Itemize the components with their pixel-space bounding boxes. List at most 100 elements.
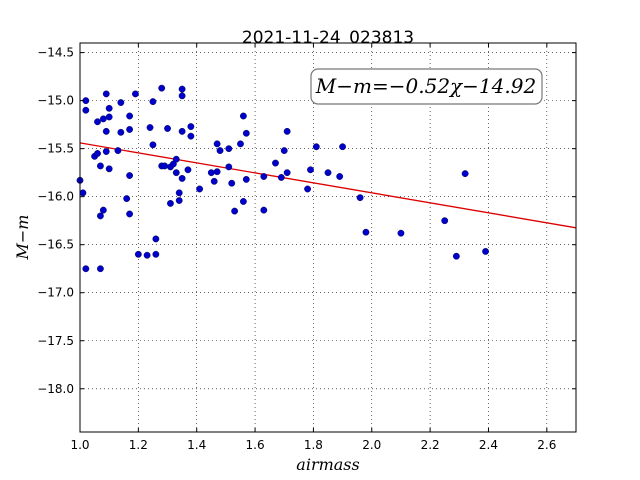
- data-point: [196, 185, 204, 193]
- data-point: [172, 155, 180, 163]
- data-point: [102, 148, 110, 155]
- data-point: [225, 163, 233, 171]
- data-point: [213, 168, 221, 176]
- data-point: [126, 112, 134, 120]
- data-point: [307, 166, 314, 174]
- data-point: [207, 169, 215, 177]
- fit-line: [79, 142, 577, 229]
- data-point: [149, 141, 157, 149]
- x-tick-label: 2.0: [362, 438, 381, 452]
- data-point: [283, 169, 291, 177]
- y-tick-label: −14.5: [37, 46, 74, 60]
- data-point: [187, 123, 195, 130]
- data-point: [105, 113, 113, 121]
- data-point: [225, 145, 233, 153]
- data-point: [260, 206, 268, 214]
- data-point: [242, 175, 250, 183]
- y-axis-label: M−m: [13, 215, 32, 261]
- data-point: [184, 166, 192, 174]
- data-point: [79, 189, 87, 197]
- fit-equation-box: M−m=−0.52χ−14.92: [310, 68, 543, 105]
- data-point: [228, 179, 236, 187]
- data-point: [231, 207, 239, 215]
- data-point: [187, 132, 195, 140]
- data-point: [102, 90, 110, 98]
- data-point: [260, 173, 268, 180]
- data-point: [152, 235, 160, 243]
- data-point: [461, 170, 469, 178]
- plot-frame: [79, 42, 577, 433]
- data-point: [99, 115, 107, 123]
- axis-ticks: 1.0 1.2 1.4 1.6 1.8 2.0 2.2 2.4 2.6 −14.5 −15.0 −15…: [37, 43, 576, 452]
- fit-line-group: [79, 142, 577, 229]
- data-point: [114, 147, 122, 154]
- y-tick-label: −15.5: [37, 142, 74, 156]
- data-point: [158, 84, 166, 92]
- data-point: [441, 217, 449, 225]
- data-point: [97, 265, 104, 273]
- data-point: [134, 250, 142, 258]
- data-point: [105, 104, 113, 112]
- data-point: [126, 126, 134, 133]
- data-point: [178, 127, 186, 135]
- data-point: [362, 228, 370, 236]
- data-point: [175, 189, 183, 197]
- data-point: [175, 197, 183, 204]
- data-point: [356, 194, 364, 202]
- data-point: [210, 177, 218, 185]
- y-tick-label: −15.0: [37, 94, 74, 108]
- data-point: [97, 212, 104, 220]
- data-point: [237, 140, 244, 148]
- data-point: [97, 162, 104, 170]
- x-tick-label: 1.2: [129, 438, 148, 452]
- data-point: [132, 90, 139, 98]
- data-point: [126, 172, 134, 179]
- data-point: [143, 251, 151, 259]
- x-tick-label: 1.4: [187, 438, 206, 452]
- plot-area: [80, 43, 576, 432]
- fit-equation: M−m=−0.52χ−14.92: [315, 74, 536, 98]
- data-point: [178, 92, 186, 100]
- data-point: [277, 174, 285, 181]
- data-point: [336, 173, 344, 180]
- data-point: [304, 185, 311, 193]
- data-point: [452, 252, 460, 260]
- x-tick-label: 2.4: [479, 438, 498, 452]
- y-tick-label: −18.0: [37, 382, 74, 396]
- data-point: [167, 200, 174, 207]
- data-point: [146, 124, 154, 131]
- y-tick-label: −16.5: [37, 238, 74, 252]
- data-point: [242, 129, 250, 137]
- data-point: [82, 265, 90, 273]
- x-tick-label: 1.0: [70, 438, 89, 452]
- data-point: [324, 169, 332, 177]
- data-point: [82, 106, 90, 114]
- data-point: [152, 250, 160, 258]
- data-point: [105, 165, 113, 173]
- data-points: [76, 84, 489, 273]
- data-point: [178, 175, 186, 182]
- data-point: [102, 127, 110, 135]
- data-point: [213, 140, 221, 148]
- data-point: [339, 143, 346, 151]
- data-point: [397, 229, 405, 237]
- data-point: [94, 118, 101, 126]
- y-tick-label: −16.0: [37, 190, 74, 204]
- data-point: [149, 98, 157, 105]
- data-point: [117, 128, 125, 136]
- data-point: [117, 99, 125, 106]
- data-point: [239, 198, 247, 205]
- data-point: [312, 143, 320, 151]
- y-tick-label: −17.5: [37, 334, 74, 348]
- data-point: [283, 127, 291, 135]
- data-point: [482, 248, 489, 255]
- data-point: [94, 150, 101, 157]
- data-point: [123, 195, 131, 203]
- data-point: [172, 169, 180, 177]
- x-axis-label: airmass: [296, 455, 359, 474]
- data-point: [280, 147, 288, 154]
- data-point: [272, 159, 279, 167]
- data-point: [126, 210, 134, 218]
- data-point: [239, 112, 247, 120]
